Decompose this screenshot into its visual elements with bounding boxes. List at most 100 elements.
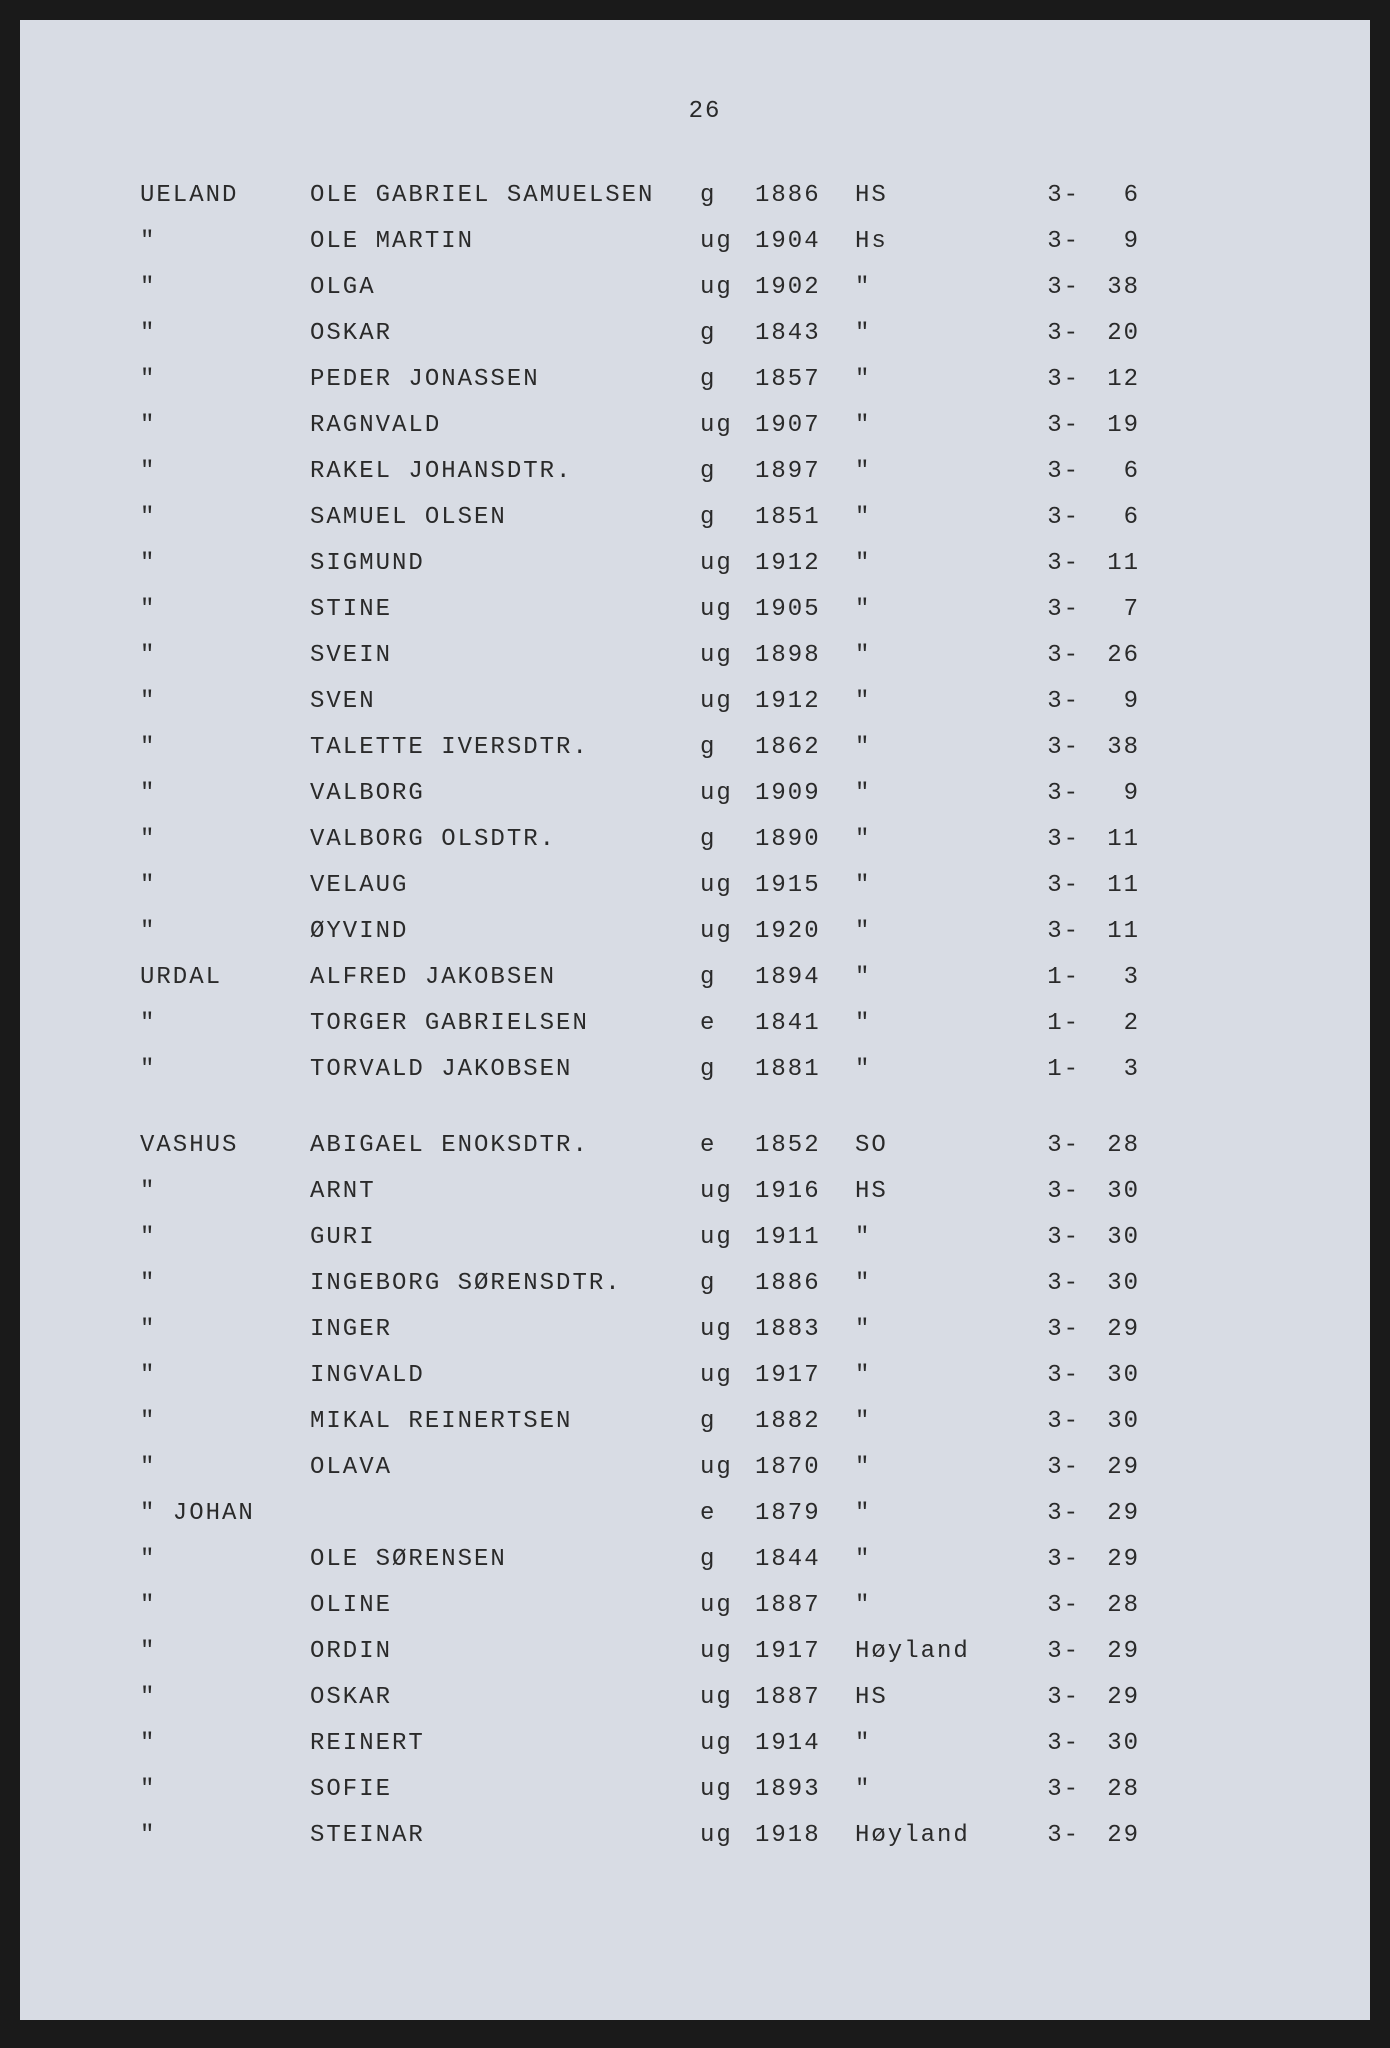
- place-cell: ": [855, 414, 1020, 438]
- table-row: "OLAVAug1870"3-29: [140, 1456, 1270, 1480]
- ref1-cell: 3-: [1020, 1272, 1080, 1296]
- status-cell: g: [700, 1548, 755, 1572]
- year-cell: 1905: [755, 598, 855, 622]
- ref1-cell: 3-: [1020, 552, 1080, 576]
- ref2-cell: 30: [1080, 1732, 1140, 1756]
- status-cell: ug: [700, 782, 755, 806]
- place-cell: HS: [855, 1686, 1020, 1710]
- ref1-cell: 3-: [1020, 368, 1080, 392]
- ref1-cell: 3-: [1020, 1226, 1080, 1250]
- year-cell: 1894: [755, 966, 855, 990]
- ref2-cell: 30: [1080, 1180, 1140, 1204]
- ref2-cell: 28: [1080, 1594, 1140, 1618]
- status-cell: e: [700, 1012, 755, 1036]
- ref1-cell: 3-: [1020, 1778, 1080, 1802]
- ref1-cell: 3-: [1020, 1732, 1080, 1756]
- year-cell: 1870: [755, 1456, 855, 1480]
- ref2-cell: 11: [1080, 920, 1140, 944]
- place-cell: ": [855, 1364, 1020, 1388]
- ref2-cell: 19: [1080, 414, 1140, 438]
- table-row: "SOFIEug1893"3-28: [140, 1778, 1270, 1802]
- surname-cell: ": [140, 1180, 310, 1204]
- surname-cell: ": [140, 1058, 310, 1082]
- ref1-cell: 3-: [1020, 460, 1080, 484]
- table-row: "ORDINug1917Høyland3-29: [140, 1640, 1270, 1664]
- name-cell: STINE: [310, 598, 700, 622]
- ref1-cell: 3-: [1020, 874, 1080, 898]
- year-cell: 1898: [755, 644, 855, 668]
- status-cell: ug: [700, 1456, 755, 1480]
- surname-cell: ": [140, 322, 310, 346]
- name-cell: OLAVA: [310, 1456, 700, 1480]
- status-cell: g: [700, 828, 755, 852]
- status-cell: ug: [700, 874, 755, 898]
- status-cell: ug: [700, 690, 755, 714]
- ref2-cell: 11: [1080, 552, 1140, 576]
- surname-cell: ": [140, 736, 310, 760]
- ref1-cell: 3-: [1020, 414, 1080, 438]
- status-cell: g: [700, 1058, 755, 1082]
- place-cell: ": [855, 1548, 1020, 1572]
- name-cell: ABIGAEL ENOKSDTR.: [310, 1134, 700, 1158]
- place-cell: ": [855, 966, 1020, 990]
- ref2-cell: 6: [1080, 184, 1140, 208]
- year-cell: 1918: [755, 1824, 855, 1848]
- place-cell: ": [855, 276, 1020, 300]
- name-cell: ØYVIND: [310, 920, 700, 944]
- status-cell: ug: [700, 920, 755, 944]
- status-cell: ug: [700, 1364, 755, 1388]
- surname-cell: ": [140, 598, 310, 622]
- name-cell: REINERT: [310, 1732, 700, 1756]
- ref1-cell: 3-: [1020, 1364, 1080, 1388]
- ref1-cell: 1-: [1020, 1058, 1080, 1082]
- status-cell: g: [700, 1272, 755, 1296]
- name-cell: TORVALD JAKOBSEN: [310, 1058, 700, 1082]
- year-cell: 1915: [755, 874, 855, 898]
- year-cell: 1917: [755, 1640, 855, 1664]
- ref1-cell: 3-: [1020, 1134, 1080, 1158]
- ref2-cell: 28: [1080, 1778, 1140, 1802]
- ref2-cell: 28: [1080, 1134, 1140, 1158]
- year-cell: 1904: [755, 230, 855, 254]
- place-cell: ": [855, 690, 1020, 714]
- table-row: "INGVALDug1917"3-30: [140, 1364, 1270, 1388]
- status-cell: g: [700, 966, 755, 990]
- table-row: "TORVALD JAKOBSENg1881"1-3: [140, 1058, 1270, 1082]
- ref1-cell: 3-: [1020, 322, 1080, 346]
- ref2-cell: 9: [1080, 782, 1140, 806]
- status-cell: g: [700, 1410, 755, 1434]
- status-cell: g: [700, 460, 755, 484]
- name-cell: STEINAR: [310, 1824, 700, 1848]
- table-row: "OLGAug1902"3-38: [140, 276, 1270, 300]
- status-cell: ug: [700, 644, 755, 668]
- surname-cell: ": [140, 1732, 310, 1756]
- surname-cell: ": [140, 1686, 310, 1710]
- surname-cell: ": [140, 1824, 310, 1848]
- year-cell: 1907: [755, 414, 855, 438]
- year-cell: 1897: [755, 460, 855, 484]
- surname-cell: ": [140, 920, 310, 944]
- ref2-cell: 6: [1080, 460, 1140, 484]
- surname-cell: ": [140, 874, 310, 898]
- name-cell: OLE SØRENSEN: [310, 1548, 700, 1572]
- year-cell: 1886: [755, 184, 855, 208]
- status-cell: ug: [700, 598, 755, 622]
- surname-cell: ": [140, 690, 310, 714]
- place-cell: SO: [855, 1134, 1020, 1158]
- place-cell: ": [855, 920, 1020, 944]
- surname-cell: ": [140, 1640, 310, 1664]
- name-cell: ALFRED JAKOBSEN: [310, 966, 700, 990]
- place-cell: ": [855, 1732, 1020, 1756]
- name-cell: OLE MARTIN: [310, 230, 700, 254]
- table-row: "INGERug1883"3-29: [140, 1318, 1270, 1342]
- ref2-cell: 7: [1080, 598, 1140, 622]
- ref1-cell: 3-: [1020, 1548, 1080, 1572]
- year-cell: 1851: [755, 506, 855, 530]
- place-cell: ": [855, 644, 1020, 668]
- ref2-cell: 29: [1080, 1318, 1140, 1342]
- surname-cell: URDAL: [140, 966, 310, 990]
- ref1-cell: 3-: [1020, 690, 1080, 714]
- ref2-cell: 9: [1080, 230, 1140, 254]
- table-row: "OLE SØRENSENg1844"3-29: [140, 1548, 1270, 1572]
- table-row: URDALALFRED JAKOBSENg1894"1-3: [140, 966, 1270, 990]
